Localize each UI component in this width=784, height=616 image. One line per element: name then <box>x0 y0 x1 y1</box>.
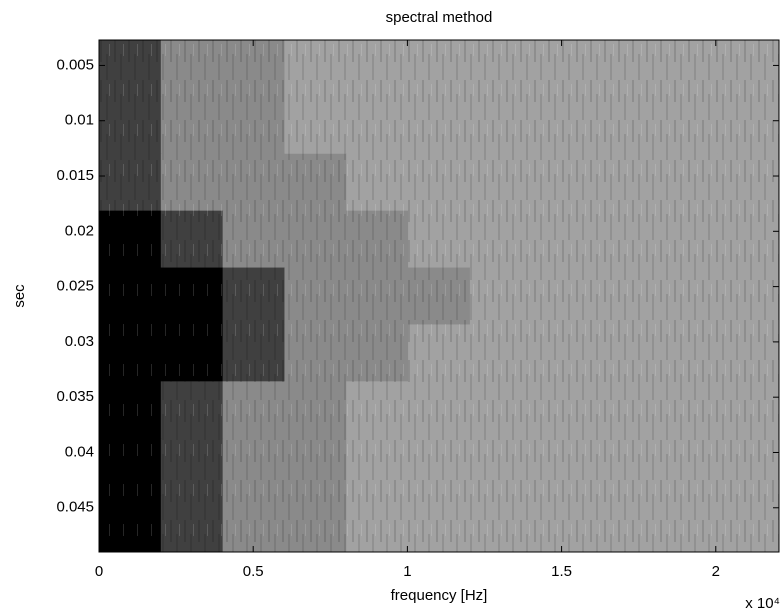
y-tick-label: 0.03 <box>65 333 94 350</box>
x-axis-label: frequency [Hz] <box>391 587 488 604</box>
x-tick-label: 2 <box>712 563 720 580</box>
axes-box <box>98 39 780 553</box>
x-tick-label: 1.5 <box>551 563 572 580</box>
y-tick-label: 0.035 <box>56 388 94 405</box>
x-scale-label: x 10⁴ <box>745 595 780 612</box>
y-tick-label: 0.04 <box>65 443 94 460</box>
y-tick-label: 0.045 <box>56 499 94 516</box>
y-tick-label: 0.02 <box>65 222 94 239</box>
y-tick-label: 0.015 <box>56 167 94 184</box>
texture <box>99 40 779 552</box>
y-tick-label: 0.01 <box>65 112 94 129</box>
y-axis-label: sec <box>11 284 28 308</box>
x-tick-label: 1 <box>403 563 411 580</box>
y-tick-label: 0.005 <box>56 56 94 73</box>
y-tick-label: 0.025 <box>56 278 94 295</box>
chart-title: spectral method <box>386 9 493 26</box>
x-tick-label: 0.5 <box>243 563 264 580</box>
x-tick-label: 0 <box>95 563 103 580</box>
